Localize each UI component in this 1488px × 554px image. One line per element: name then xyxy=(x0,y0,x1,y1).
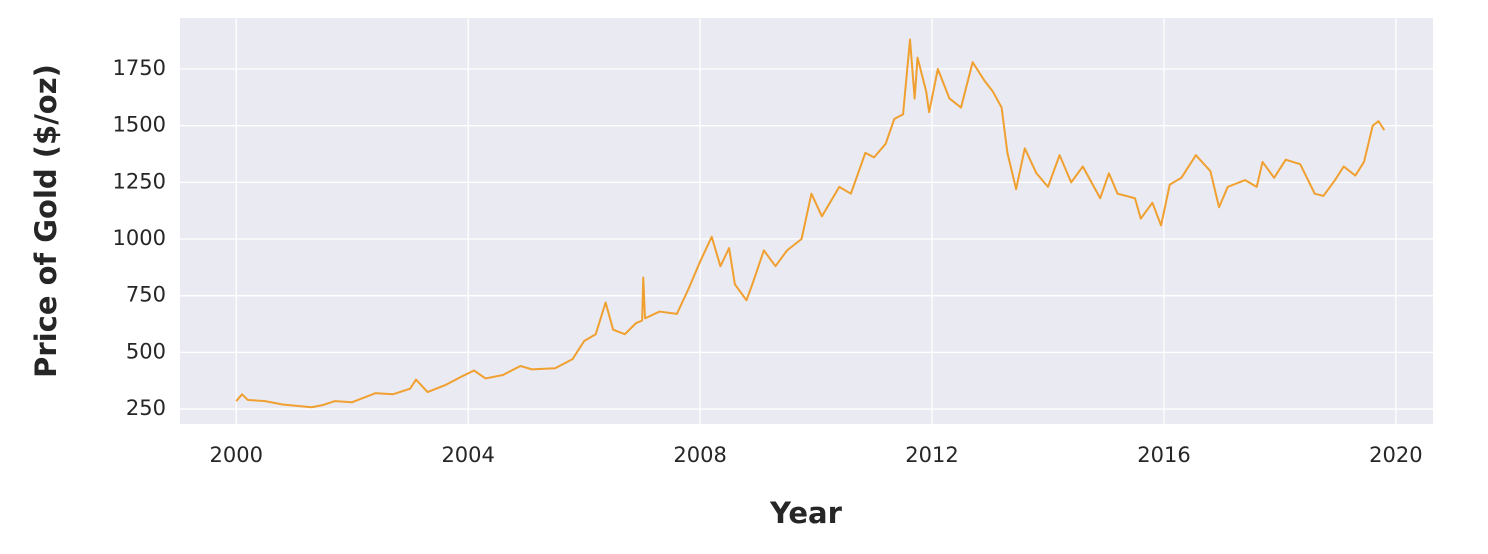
marks xyxy=(235,38,1386,409)
y-tick-label: 250 xyxy=(126,396,166,420)
price-line xyxy=(235,38,1386,409)
y-axis-label: Price of Gold ($/oz) xyxy=(29,64,63,378)
y-tick-label: 750 xyxy=(126,283,166,307)
x-tick-label: 2008 xyxy=(673,443,726,467)
x-tick-label: 2000 xyxy=(210,443,263,467)
grid xyxy=(180,18,1433,424)
x-axis-label: Year xyxy=(769,496,843,530)
x-tick-label: 2012 xyxy=(905,443,958,467)
x-tick-label: 2020 xyxy=(1369,443,1422,467)
y-tick-label: 1000 xyxy=(113,226,166,250)
y-tick-label: 1750 xyxy=(113,56,166,80)
y-tick-label: 1500 xyxy=(113,113,166,137)
y-tick-label: 500 xyxy=(126,339,166,363)
y-tick-label: 1250 xyxy=(113,169,166,193)
x-tick-label: 2016 xyxy=(1137,443,1190,467)
x-tick-label: 2004 xyxy=(441,443,494,467)
